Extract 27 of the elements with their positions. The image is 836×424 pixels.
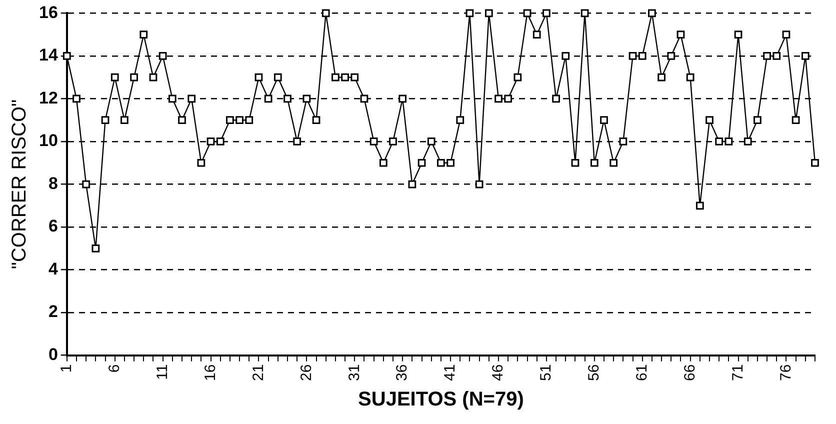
y-tick-label: 4 [48, 259, 58, 278]
x-tick-label: 1 [58, 364, 76, 373]
x-tick-label: 76 [777, 364, 794, 382]
y-tick-label: 16 [38, 2, 58, 22]
x-axis-title: SUJEITOS (N=79) [358, 388, 524, 411]
y-tick-label: 12 [38, 88, 58, 108]
y-tick-label: 8 [48, 174, 58, 193]
x-tick-label: 66 [681, 364, 698, 382]
y-tick-label: 0 [48, 345, 58, 364]
x-tick-label: 36 [394, 364, 411, 382]
x-tick-label: 16 [202, 364, 219, 382]
x-tick-label: 11 [154, 364, 171, 380]
x-tick-label: 21 [250, 364, 267, 382]
x-tick-label: 26 [298, 364, 315, 382]
x-tick-label: 6 [106, 364, 124, 373]
x-tick-label: 71 [729, 364, 746, 382]
x-tick-label: 61 [634, 364, 651, 382]
x-tick-label: 31 [346, 364, 363, 382]
y-tick-label: 2 [48, 302, 58, 322]
y-tick-label: 14 [38, 46, 58, 65]
x-tick-label: 51 [538, 364, 555, 382]
y-tick-label: 10 [38, 131, 58, 150]
x-tick-label: 56 [586, 364, 603, 382]
x-tick-label: 46 [490, 364, 507, 382]
x-tick-label: 41 [442, 364, 459, 382]
y-tick-label: 6 [48, 216, 58, 236]
y-axis-title: "CORRER RISCO" [8, 99, 31, 270]
